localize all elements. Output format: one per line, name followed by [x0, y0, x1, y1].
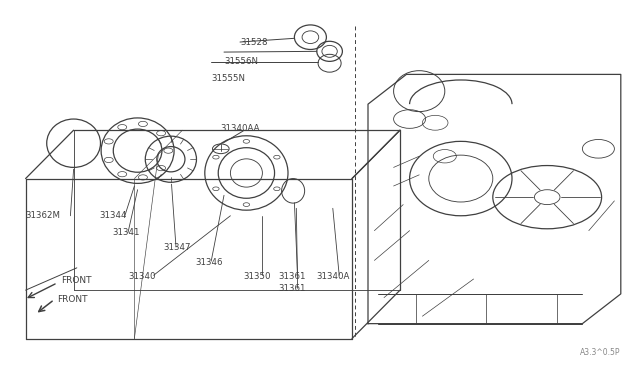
Text: 31528: 31528 — [240, 38, 268, 47]
Text: 31362M: 31362M — [26, 211, 61, 220]
Text: 31361: 31361 — [278, 272, 306, 280]
Text: 31344: 31344 — [99, 211, 127, 220]
Text: 31361: 31361 — [278, 284, 306, 293]
Text: FRONT: FRONT — [61, 276, 92, 285]
Text: 31347: 31347 — [163, 243, 191, 252]
Text: 31341: 31341 — [112, 228, 140, 237]
Text: 31346: 31346 — [195, 258, 223, 267]
Text: 31556N: 31556N — [224, 57, 258, 66]
Text: 31555N: 31555N — [211, 74, 245, 83]
Text: 31340A: 31340A — [317, 272, 350, 280]
Text: FRONT: FRONT — [58, 295, 88, 304]
Text: A3.3^0.5P: A3.3^0.5P — [580, 348, 621, 357]
Text: 31350: 31350 — [243, 272, 271, 280]
Text: 31340AA: 31340AA — [221, 124, 260, 133]
Text: 31340: 31340 — [128, 272, 156, 280]
